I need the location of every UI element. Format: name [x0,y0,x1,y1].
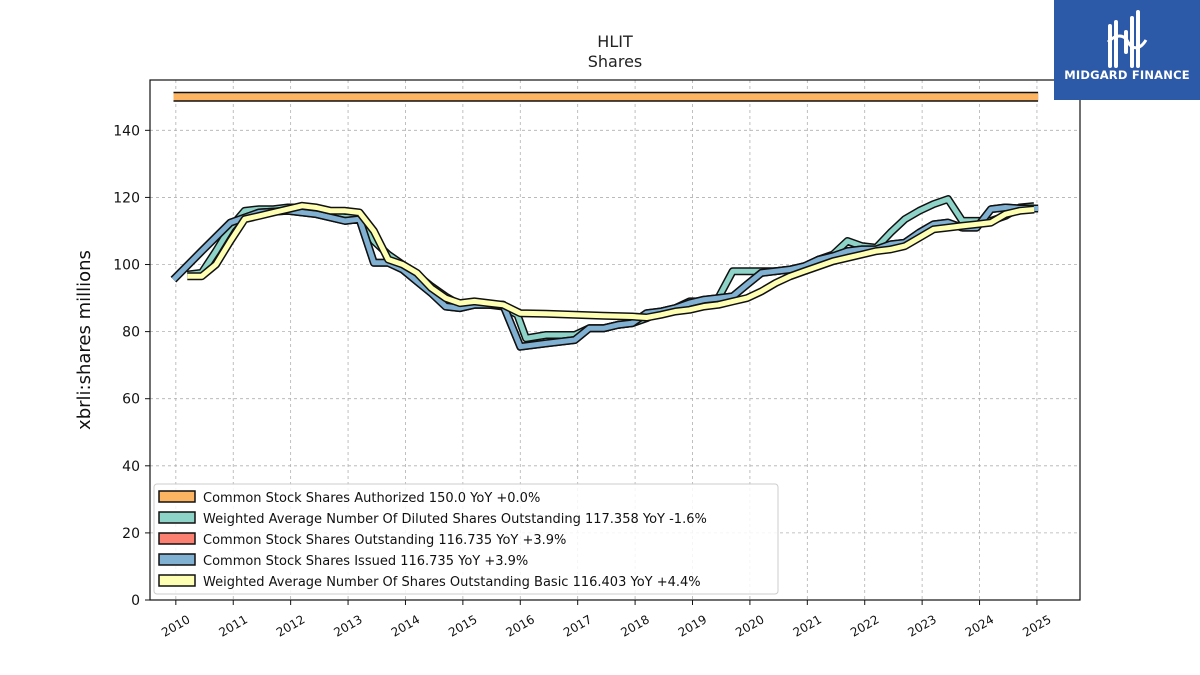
y-tick-label: 60 [122,392,140,408]
legend: Common Stock Shares Authorized 150.0 YoY… [153,483,779,595]
x-tick-label: 2010 [159,612,192,639]
y-tick-label: 40 [122,459,140,475]
chart-title: HLIT [597,32,633,51]
chart-subtitle: Shares [588,52,643,71]
weighted-average-number-of-shares-outstanding-basic-line [187,203,1035,320]
x-tick-label: 2020 [733,612,766,639]
legend-box [153,483,779,595]
logo-text: MIDGARD FINANCE [1064,68,1190,82]
y-tick-label: 80 [122,325,140,341]
legend-swatch [158,490,196,503]
y-tick-label: 20 [122,526,140,542]
x-tick-label: 2017 [561,612,594,639]
x-tick-label: 2019 [676,612,709,639]
x-tick-label: 2013 [331,612,364,639]
x-tick-label: 2022 [848,612,881,639]
legend-entry: Weighted Average Number Of Diluted Share… [203,512,707,527]
legend-swatch [158,553,196,566]
y-tick-label: 140 [113,123,140,139]
x-tick-label: 2015 [446,612,479,639]
logo-mark-icon [1106,10,1148,68]
x-tick-label: 2021 [791,612,824,639]
legend-entry: Common Stock Shares Authorized 150.0 YoY… [203,491,540,506]
y-tick-label: 0 [131,593,140,609]
x-tick-label: 2024 [963,612,996,639]
x-tick-label: 2018 [618,612,651,639]
midgard-finance-logo: MIDGARD FINANCE [1054,0,1200,100]
x-tick-label: 2011 [217,612,250,639]
x-tick-label: 2012 [274,612,307,639]
common-stock-shares-issued-line [171,205,1039,350]
y-tick-label: 120 [113,190,140,206]
legend-swatch [158,511,196,524]
legend-entry: Weighted Average Number Of Shares Outsta… [203,575,701,590]
y-axis-label: xbrli:shares millions [74,250,95,430]
legend-entry: Common Stock Shares Issued 116.735 YoY +… [203,554,528,569]
plot-frame [149,79,1081,601]
x-tick-label: 2023 [905,612,938,639]
legend-swatch [158,532,196,545]
x-tick-label: 2016 [504,612,537,639]
legend-swatch [158,574,196,587]
series-lines [170,91,1039,351]
legend-entry: Common Stock Shares Outstanding 116.735 … [203,533,566,548]
y-tick-label: 100 [113,258,140,274]
x-tick-label: 2014 [389,612,422,639]
x-tick-label: 2025 [1020,612,1053,639]
